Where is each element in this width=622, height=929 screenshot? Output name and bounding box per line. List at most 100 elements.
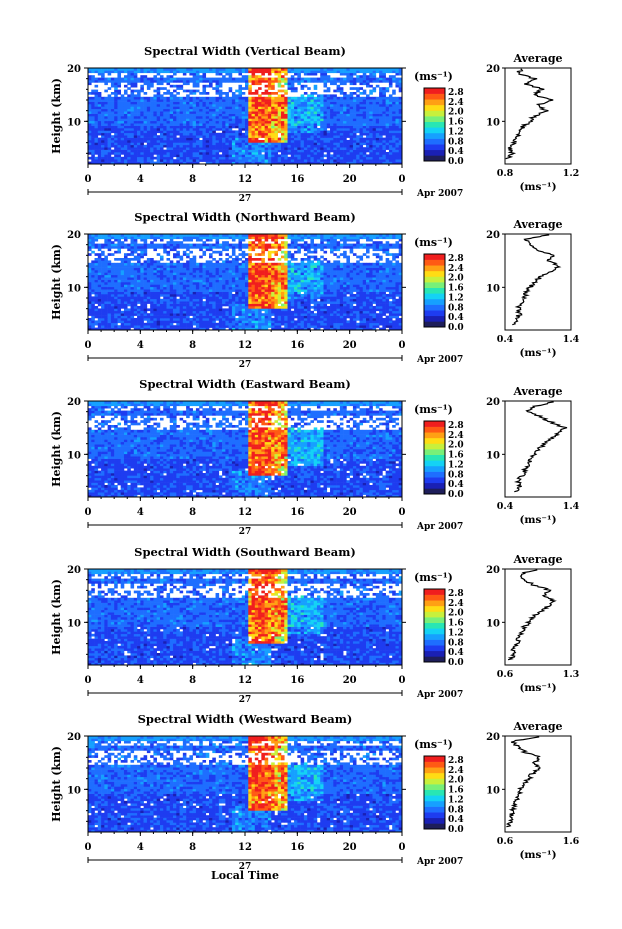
heatmap-cell — [88, 118, 92, 121]
heatmap-cell — [386, 323, 390, 326]
heatmap-cell — [114, 292, 118, 295]
heatmap-cell — [196, 82, 200, 85]
heatmap-cell — [389, 126, 393, 129]
heatmap-cell — [202, 90, 206, 93]
heatmap-cell — [196, 289, 200, 292]
heatmap-cell — [88, 106, 92, 109]
heatmap-cell — [294, 123, 298, 126]
heatmap-cell — [140, 123, 144, 126]
heatmap-cell — [235, 154, 239, 157]
heatmap-cell — [288, 292, 292, 295]
heatmap-cell — [163, 118, 167, 121]
heatmap-cell — [337, 316, 341, 319]
heatmap-cell — [157, 304, 161, 307]
heatmap-cell — [91, 90, 95, 93]
heatmap-cell — [111, 135, 115, 138]
heatmap-cell — [258, 75, 262, 78]
heatmap-cell — [121, 128, 125, 131]
heatmap-cell — [91, 320, 95, 323]
heatmap-cell — [232, 70, 236, 73]
heatmap-cell — [134, 299, 138, 302]
heatmap-cell — [144, 159, 148, 162]
heatmap-cell — [242, 296, 246, 299]
heatmap-cell — [353, 102, 357, 105]
heatmap-cell — [242, 292, 246, 295]
heatmap-cell — [248, 118, 252, 121]
heatmap-cell — [209, 126, 213, 129]
heatmap-cell — [386, 70, 390, 73]
colorbar-swatch — [424, 122, 445, 128]
heatmap-cell — [252, 320, 256, 323]
heatmap-cell — [88, 128, 92, 131]
heatmap-cell — [324, 128, 328, 131]
heatmap-cell — [225, 99, 229, 102]
heatmap-cell — [258, 306, 262, 309]
heatmap-cell — [117, 116, 121, 119]
heatmap-cell — [157, 123, 161, 126]
heatmap-cell — [307, 130, 311, 133]
heatmap-cell — [104, 152, 108, 155]
heatmap-cell — [193, 116, 197, 119]
heatmap-cell — [265, 138, 269, 141]
heatmap-cell — [271, 142, 275, 145]
heatmap-cell — [153, 75, 157, 78]
heatmap-cell — [376, 145, 380, 148]
heatmap-cell — [147, 118, 151, 121]
heatmap-cell — [327, 316, 331, 319]
heatmap-cell — [147, 325, 151, 328]
heatmap-cell — [216, 150, 220, 153]
heatmap-cell — [337, 135, 341, 138]
heatmap-cell — [95, 311, 99, 314]
heatmap-cell — [216, 128, 220, 131]
heatmap-cell — [124, 308, 128, 311]
heatmap-cell — [209, 296, 213, 299]
heatmap-cell — [121, 106, 125, 109]
heatmap-cell — [104, 80, 108, 83]
heatmap-cell — [333, 316, 337, 319]
heatmap-cell — [291, 299, 295, 302]
heatmap-cell — [245, 133, 249, 136]
heatmap-cell — [389, 78, 393, 81]
heatmap-cell — [320, 104, 324, 107]
heatmap-cell — [248, 92, 252, 95]
heatmap-cell — [252, 294, 256, 297]
heatmap-cell — [229, 97, 233, 100]
heatmap-cell — [167, 82, 171, 85]
heatmap-cell — [196, 114, 200, 117]
heatmap-cell — [216, 70, 220, 73]
heatmap-cell — [271, 78, 275, 81]
heatmap-cell — [330, 102, 334, 105]
heatmap-cell — [242, 99, 246, 102]
heatmap-cell — [314, 159, 318, 162]
heatmap-cell — [356, 109, 360, 112]
heatmap-cell — [314, 92, 318, 95]
heatmap-cell — [301, 114, 305, 117]
heatmap-cell — [245, 313, 249, 316]
heatmap-cell — [183, 301, 187, 304]
heatmap-cell — [291, 320, 295, 323]
heatmap-cell — [245, 85, 249, 88]
heatmap-cell — [386, 126, 390, 129]
heatmap-cell — [124, 90, 128, 93]
heatmap-cell — [324, 102, 328, 105]
heatmap-cell — [350, 70, 354, 73]
heatmap-cell — [153, 316, 157, 319]
heatmap-cell — [337, 121, 341, 124]
heatmap-cell — [222, 292, 226, 295]
heatmap-cell — [255, 323, 259, 326]
heatmap-cell — [111, 306, 115, 309]
heatmap-cell — [117, 154, 121, 157]
heatmap-cell — [346, 99, 350, 102]
heatmap-cell — [114, 80, 118, 83]
heatmap-cell — [183, 150, 187, 153]
heatmap-cell — [389, 70, 393, 73]
heatmap-cell — [183, 104, 187, 107]
heatmap-cell — [117, 75, 121, 78]
heatmap-cell — [121, 325, 125, 328]
heatmap-cell — [265, 114, 269, 117]
heatmap-cell — [252, 102, 256, 105]
colorbar-swatch — [424, 105, 445, 111]
heatmap-cell — [379, 92, 383, 95]
heatmap-cell — [95, 142, 99, 145]
heatmap-cell — [395, 106, 399, 109]
